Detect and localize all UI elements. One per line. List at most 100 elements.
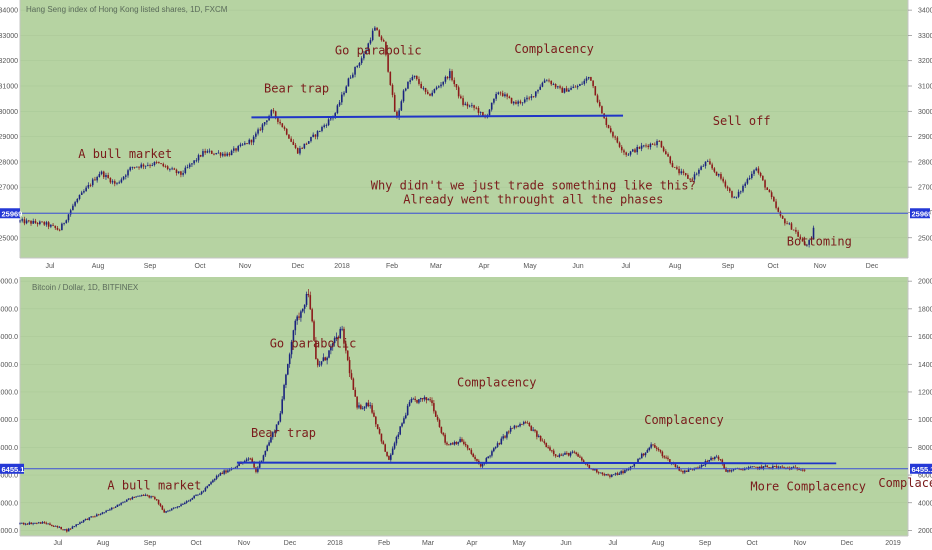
candle-body — [178, 506, 180, 507]
bitcoin-price-tags: 6455.1 6455.1 — [0, 463, 932, 474]
candle-body — [631, 149, 634, 152]
candle-body — [92, 516, 94, 518]
candle-body — [513, 425, 516, 429]
candle-body — [416, 400, 418, 403]
candle-body — [568, 89, 570, 92]
candle-body — [101, 512, 104, 515]
candle-body — [160, 163, 162, 165]
candle-body — [539, 86, 542, 90]
candle-body — [389, 71, 392, 85]
bitcoin-x-axis: Jul Aug Sep Oct Nov Dec 2018 Feb Mar Apr May Jun Jul… — [0, 535, 932, 550]
candle-body — [69, 210, 72, 215]
candle-body — [299, 148, 301, 154]
x-tick-label: Nov — [794, 540, 807, 547]
candle-body — [747, 467, 750, 469]
candle-body — [197, 155, 200, 161]
candle-body — [726, 186, 729, 189]
candle-body — [21, 522, 23, 524]
candle-body — [188, 164, 191, 168]
candle-body — [510, 97, 513, 104]
candle-body — [301, 148, 303, 149]
candle-body — [660, 141, 663, 148]
candle-body — [151, 165, 154, 166]
candle-body — [404, 415, 407, 419]
candle-body — [352, 378, 355, 390]
x-tick-label: Oct — [768, 263, 779, 270]
candle-body — [219, 152, 222, 156]
candle-body — [800, 469, 802, 471]
candle-body — [283, 384, 285, 400]
y-tick-label-right: 2000.0 — [918, 528, 932, 535]
candle-body — [257, 467, 259, 472]
candle-body — [122, 502, 124, 504]
candle-body — [114, 506, 117, 508]
candle-body — [336, 105, 339, 114]
candle-body — [375, 416, 377, 425]
x-tick-label: May — [523, 263, 537, 270]
candle-body — [446, 76, 449, 79]
candle-body — [273, 431, 276, 433]
candle-body — [290, 138, 292, 142]
annotation-text: More Complacency — [750, 479, 866, 493]
x-tick-label: Jul — [46, 263, 55, 270]
candle-body — [103, 512, 106, 514]
hang-seng-price-tags: 25969 25969 — [0, 208, 932, 219]
candle-body — [424, 87, 427, 92]
candle-body — [193, 495, 195, 499]
candle-body — [573, 451, 576, 453]
candle-body — [80, 192, 83, 195]
candle-body — [47, 222, 50, 227]
candle-body — [558, 454, 561, 457]
candle-body — [28, 220, 30, 222]
candle-body — [142, 164, 145, 167]
candle-body — [107, 509, 109, 511]
candle-body — [808, 240, 810, 245]
candle-body — [64, 529, 66, 531]
candle-body — [63, 222, 65, 224]
candle-body — [508, 96, 511, 98]
candle-body — [636, 146, 638, 153]
candle-body — [261, 124, 264, 131]
candle-body — [244, 143, 246, 145]
candle-body — [551, 450, 553, 452]
candle-body — [634, 149, 636, 153]
candle-body — [614, 473, 617, 475]
candle-body — [479, 112, 482, 113]
candle-body — [698, 169, 700, 174]
candle-body — [212, 480, 214, 483]
x-tick-label: Dec — [292, 263, 305, 270]
y-tick-label-left: 12000.0 — [0, 389, 18, 396]
annotation-text: Complacency — [457, 375, 536, 389]
candle-body — [301, 308, 304, 312]
candle-body — [429, 399, 431, 401]
candle-body — [74, 202, 76, 206]
candle-body — [643, 145, 645, 147]
candle-body — [65, 220, 68, 223]
candle-body — [411, 76, 414, 81]
candle-body — [766, 465, 769, 468]
candle-body — [32, 523, 34, 525]
candle-body — [597, 472, 600, 474]
candle-body — [374, 27, 376, 31]
candle-body — [466, 445, 469, 449]
candle-body — [799, 236, 802, 240]
candle-body — [586, 463, 589, 466]
candle-body — [803, 241, 806, 246]
candle-body — [490, 102, 493, 110]
y-tick-label-left: 16000.0 — [0, 334, 18, 341]
candle-body — [167, 510, 169, 512]
candle-body — [739, 191, 742, 193]
candle-body — [259, 129, 262, 131]
candle-body — [373, 412, 375, 417]
candle-body — [348, 360, 351, 374]
candle-body — [149, 165, 151, 166]
candle-body — [762, 466, 765, 469]
annotation-text: A bull market — [78, 147, 172, 161]
candle-body — [307, 293, 310, 296]
candle-body — [689, 178, 691, 180]
candle-body — [19, 523, 21, 525]
x-tick-label: 2018 — [334, 263, 350, 270]
candle-body — [158, 162, 160, 164]
candle-body — [337, 336, 340, 339]
candle-body — [393, 94, 396, 112]
